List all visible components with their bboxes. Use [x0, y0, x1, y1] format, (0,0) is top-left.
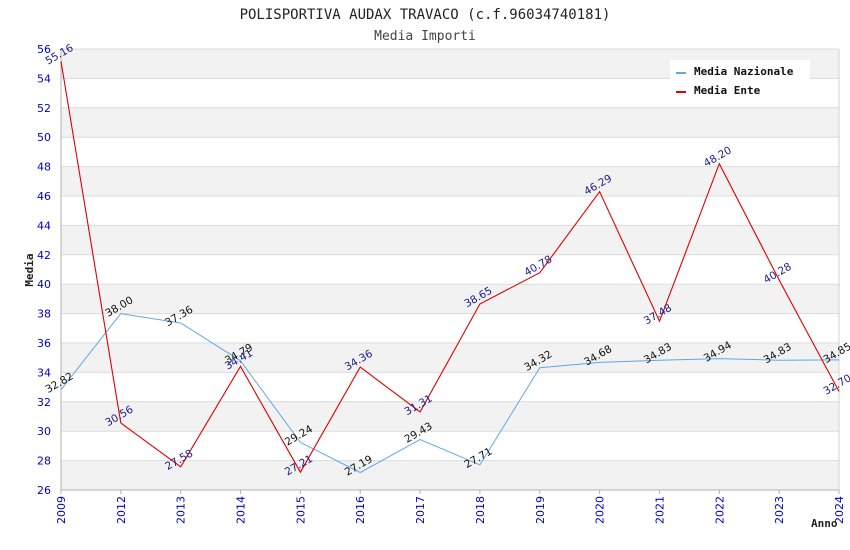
series-line-ente	[60, 61, 840, 474]
y-tick-label: 46	[37, 190, 51, 203]
series-line-nazionale	[60, 313, 840, 474]
grid-band	[61, 431, 839, 461]
grid-band	[61, 196, 839, 226]
axes: 26 28 30 32 34 36 38 40 42 44 46 48 50 52 54 56 2009 2012…	[37, 43, 846, 524]
grid-band	[61, 166, 839, 196]
legend-label-nazionale: Media Nazionale	[694, 65, 794, 78]
x-tick-label: 2021	[653, 496, 666, 524]
x-tick-label: 2018	[474, 496, 487, 524]
y-tick-label: 34	[37, 366, 51, 379]
x-tick-label: 2020	[594, 496, 607, 524]
grid-band	[61, 284, 839, 314]
grid-band	[61, 372, 839, 402]
y-tick-label: 36	[37, 337, 51, 350]
y-tick-label: 48	[37, 161, 51, 174]
y-tick-label: 52	[37, 102, 51, 115]
legend-box	[670, 60, 810, 102]
y-axis-label: Media	[23, 253, 36, 286]
grid-band	[61, 460, 839, 490]
x-tick-label: 2013	[175, 496, 188, 524]
y-tick-label: 44	[37, 219, 51, 232]
plot-background	[61, 48, 839, 491]
grid-band	[61, 313, 839, 343]
legend-label-ente: Media Ente	[694, 84, 761, 97]
y-tick-label: 32	[37, 396, 51, 409]
x-tick-label: 2014	[235, 496, 248, 524]
y-tick-label: 40	[37, 278, 51, 291]
grid-band	[61, 107, 839, 138]
legend: Media Nazionale Media Ente	[670, 60, 810, 102]
y-tick-label: 30	[37, 425, 51, 438]
x-tick-label: 2015	[294, 496, 307, 524]
x-tick-label: 2016	[354, 496, 367, 524]
y-tick-label: 50	[37, 131, 51, 144]
y-tick-label: 38	[37, 308, 51, 321]
chart-title: POLISPORTIVA AUDAX TRAVACO (c.f.96034740…	[240, 7, 611, 23]
chart-subtitle: Media Importi	[374, 29, 476, 44]
y-tick-label: 54	[37, 72, 51, 85]
grid-band	[61, 401, 839, 432]
y-tick-label: 42	[37, 249, 51, 262]
x-tick-label: 2009	[55, 496, 68, 524]
y-tick-label: 56	[37, 43, 51, 56]
y-tick-label: 26	[37, 484, 51, 497]
x-tick-label: 2022	[713, 496, 726, 524]
x-tick-label: 2023	[773, 496, 786, 524]
grid-band	[61, 137, 839, 167]
x-tick-label: 2012	[115, 496, 128, 524]
x-tick-label: 2024	[833, 496, 846, 524]
y-tick-label: 28	[37, 455, 51, 468]
grid-band	[61, 225, 839, 255]
x-tick-label: 2017	[414, 496, 427, 524]
x-axis-label: Anno	[811, 517, 838, 530]
x-tick-label: 2019	[534, 496, 547, 524]
grid-band	[61, 254, 839, 285]
series-lines	[60, 61, 840, 474]
